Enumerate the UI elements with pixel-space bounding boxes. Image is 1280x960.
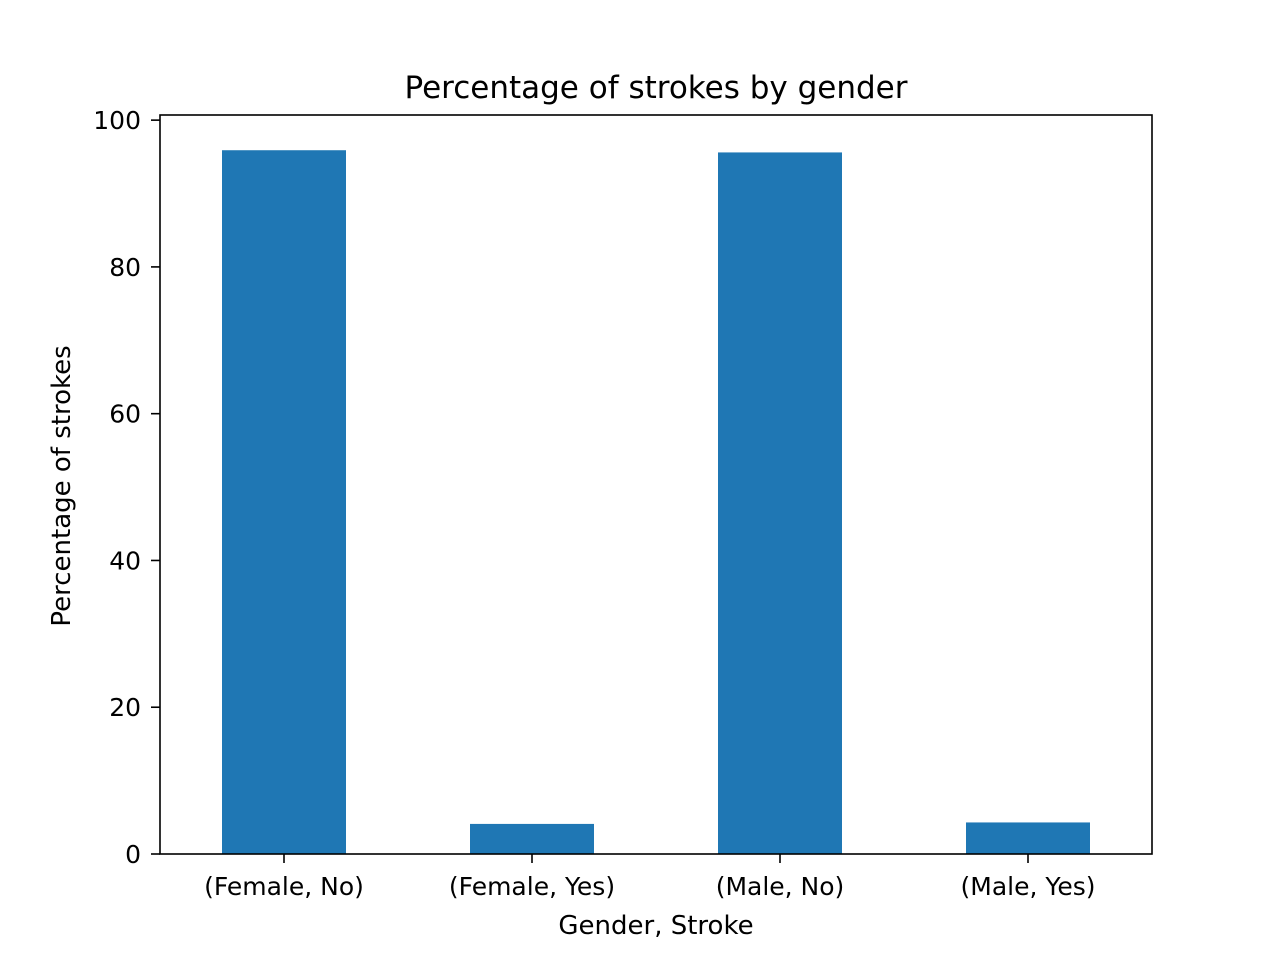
bar: [470, 823, 594, 854]
bar: [718, 152, 842, 855]
x-tick-label: (Female, No): [204, 872, 364, 901]
y-tick-label: 80: [109, 253, 141, 282]
bar: [222, 150, 346, 855]
y-tick-label: 60: [109, 400, 141, 429]
bars-group: [222, 150, 1090, 855]
y-tick-label: 100: [93, 106, 141, 135]
y-axis-ticks: 0 20 40 60 80 100: [93, 106, 160, 869]
bar: [966, 822, 1090, 854]
x-tick-label: (Male, No): [716, 872, 845, 901]
x-axis-ticks: (Female, No) (Female, Yes) (Male, No) (Male…: [204, 854, 1095, 901]
y-tick-label: 0: [125, 840, 141, 869]
x-axis-label: Gender, Stroke: [558, 911, 753, 941]
x-tick-label: (Male, Yes): [961, 872, 1096, 901]
y-tick-label: 40: [109, 546, 141, 575]
y-tick-label: 20: [109, 693, 141, 722]
chart-title: Percentage of strokes by gender: [404, 70, 907, 106]
y-axis-label: Percentage of strokes: [47, 345, 77, 626]
x-tick-label: (Female, Yes): [449, 872, 615, 901]
plot-area-frame: [159, 114, 1153, 855]
